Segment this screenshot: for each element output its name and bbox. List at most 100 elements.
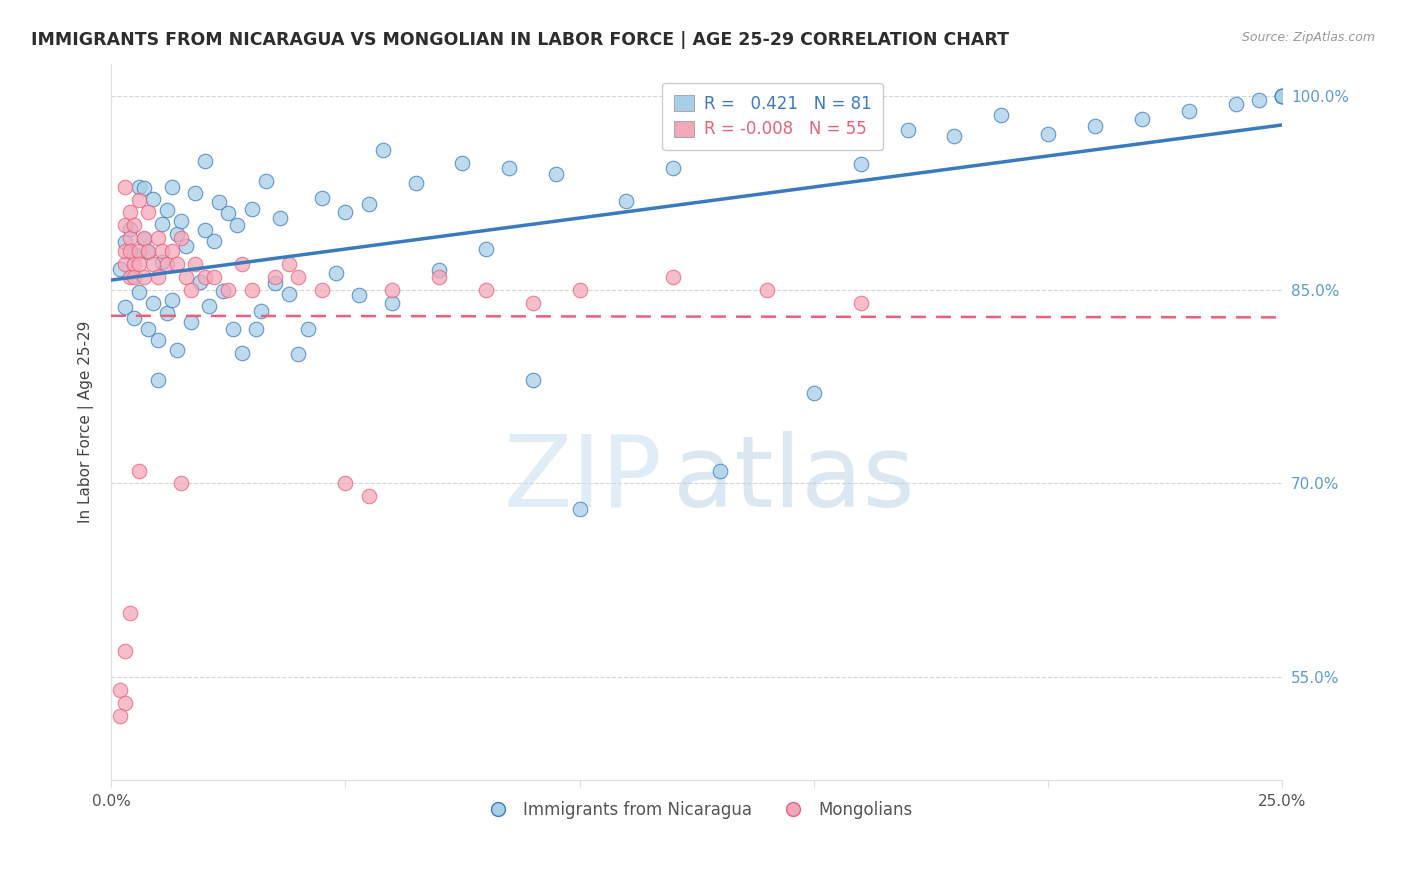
Point [475,283,498,297]
Point [118,244,141,259]
Point [156,257,179,271]
Point [132,232,155,246]
Point [128,285,150,299]
Point [170,231,193,245]
Point [128,179,150,194]
Point [180,283,202,297]
Point [166,227,188,242]
Point [371,143,394,157]
Point [662,161,685,175]
Point [897,123,920,137]
Point [124,311,146,326]
Point [118,270,141,285]
Point [990,108,1012,122]
Point [208,194,231,209]
Point [124,219,146,233]
Point [174,270,197,285]
Point [1247,93,1270,107]
Point [160,293,183,307]
Point [166,343,188,358]
Point [849,157,872,171]
Point [1038,127,1060,141]
Point [132,181,155,195]
Point [184,257,207,271]
Point [114,179,136,194]
Point [381,283,404,297]
Point [311,283,333,297]
Point [226,218,249,232]
Point [311,191,333,205]
Point [335,205,357,219]
Point [142,257,165,271]
Point [146,373,169,387]
Point [1271,89,1294,103]
Point [114,235,136,250]
Point [110,262,132,277]
Point [110,708,132,723]
Point [146,231,169,245]
Point [662,270,685,285]
Point [160,244,183,259]
Point [132,231,155,245]
Point [1084,120,1107,134]
Point [146,334,169,348]
Point [114,244,136,259]
Point [170,476,193,491]
Point [357,489,380,503]
Legend: Immigrants from Nicaragua, Mongolians: Immigrants from Nicaragua, Mongolians [474,795,920,826]
Point [114,644,136,658]
Point [357,196,380,211]
Point [132,270,155,285]
Point [709,464,731,478]
Point [381,296,404,310]
Point [568,283,591,297]
Point [250,304,273,318]
Point [568,502,591,516]
Point [287,347,309,361]
Point [114,257,136,271]
Point [128,244,150,259]
Point [1225,96,1247,111]
Point [212,285,235,299]
Point [124,270,146,285]
Point [546,167,568,181]
Point [475,243,498,257]
Point [138,244,160,259]
Point [240,283,263,297]
Point [217,206,239,220]
Point [128,257,150,271]
Point [180,315,202,329]
Point [128,193,150,207]
Point [138,322,160,336]
Point [152,255,174,269]
Point [405,176,427,190]
Point [118,231,141,245]
Point [335,476,357,491]
Point [1271,89,1294,103]
Point [427,262,450,277]
Point [943,128,966,143]
Point [184,186,207,200]
Point [222,321,245,335]
Point [114,696,136,710]
Point [152,244,174,259]
Point [451,155,474,169]
Point [156,202,179,217]
Point [427,270,450,285]
Point [194,223,217,237]
Point [142,192,165,206]
Point [110,683,132,698]
Point [269,211,291,225]
Point [325,266,347,280]
Point [522,295,544,310]
Point [498,161,520,176]
Point [278,257,301,271]
Point [124,247,146,261]
Point [128,464,150,478]
Point [114,300,136,314]
Y-axis label: In Labor Force | Age 25-29: In Labor Force | Age 25-29 [79,321,94,524]
Point [152,217,174,231]
Point [194,270,217,285]
Point [194,153,217,168]
Point [198,300,221,314]
